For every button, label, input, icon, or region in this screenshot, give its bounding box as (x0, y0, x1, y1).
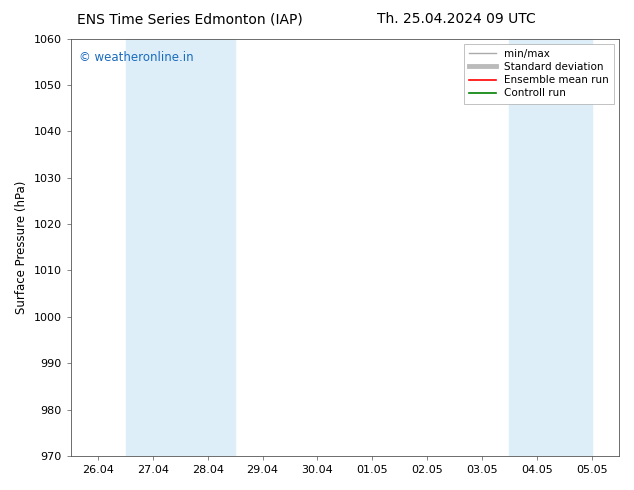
Text: ENS Time Series Edmonton (IAP): ENS Time Series Edmonton (IAP) (77, 12, 303, 26)
Legend: min/max, Standard deviation, Ensemble mean run, Controll run: min/max, Standard deviation, Ensemble me… (464, 44, 614, 103)
Bar (126, 39, 235, 456)
Text: Th. 25.04.2024 09 UTC: Th. 25.04.2024 09 UTC (377, 12, 536, 26)
Text: © weatheronline.in: © weatheronline.in (79, 51, 193, 64)
Bar (509, 39, 592, 456)
Y-axis label: Surface Pressure (hPa): Surface Pressure (hPa) (15, 181, 28, 314)
